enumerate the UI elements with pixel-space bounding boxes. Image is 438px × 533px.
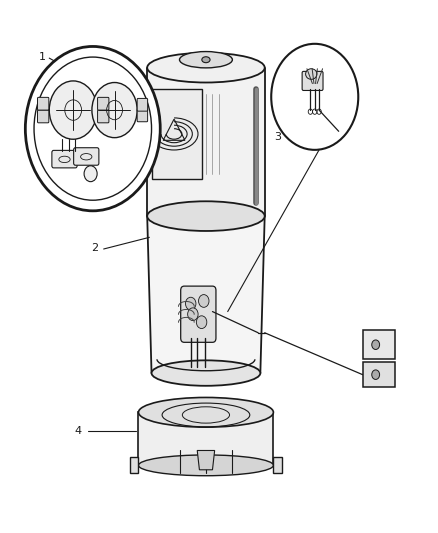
FancyBboxPatch shape	[181, 286, 216, 342]
Circle shape	[198, 295, 209, 308]
Circle shape	[84, 166, 97, 182]
Ellipse shape	[147, 201, 265, 231]
Circle shape	[49, 81, 97, 139]
FancyBboxPatch shape	[38, 98, 49, 110]
Polygon shape	[147, 68, 265, 216]
Polygon shape	[363, 362, 395, 387]
Polygon shape	[363, 330, 395, 359]
Text: 3: 3	[274, 132, 281, 142]
Polygon shape	[197, 450, 215, 470]
FancyBboxPatch shape	[98, 98, 109, 110]
Circle shape	[271, 44, 358, 150]
Circle shape	[372, 340, 380, 350]
Ellipse shape	[138, 398, 273, 427]
Text: 1: 1	[39, 52, 46, 62]
Ellipse shape	[138, 455, 273, 476]
FancyBboxPatch shape	[137, 99, 148, 111]
FancyBboxPatch shape	[98, 110, 109, 123]
FancyBboxPatch shape	[137, 109, 148, 122]
Polygon shape	[130, 457, 138, 473]
Ellipse shape	[152, 360, 260, 386]
Polygon shape	[147, 216, 265, 373]
Ellipse shape	[202, 56, 210, 63]
Circle shape	[196, 316, 207, 328]
FancyBboxPatch shape	[152, 89, 201, 179]
Circle shape	[185, 297, 196, 310]
FancyBboxPatch shape	[302, 71, 323, 91]
Circle shape	[187, 308, 198, 320]
Ellipse shape	[147, 53, 265, 83]
Ellipse shape	[180, 52, 233, 68]
FancyBboxPatch shape	[38, 110, 49, 123]
FancyBboxPatch shape	[52, 150, 77, 168]
Circle shape	[92, 83, 137, 138]
Circle shape	[372, 370, 380, 379]
Circle shape	[25, 46, 160, 211]
FancyBboxPatch shape	[74, 148, 99, 165]
Polygon shape	[138, 413, 273, 465]
Polygon shape	[273, 457, 282, 473]
Ellipse shape	[306, 69, 317, 79]
Text: 4: 4	[74, 426, 81, 436]
Text: 2: 2	[92, 243, 99, 253]
